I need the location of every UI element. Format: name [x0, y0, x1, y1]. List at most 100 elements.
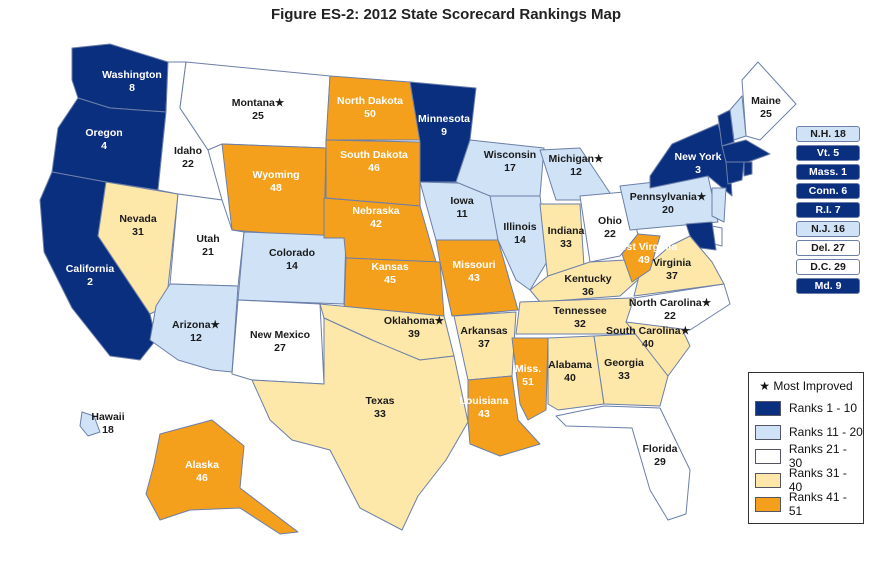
state-rank-tennessee: 32 [574, 318, 586, 330]
state-rank-missouri: 43 [468, 272, 480, 284]
state-rank-nebraska: 42 [370, 218, 382, 230]
state-ri [743, 161, 753, 177]
state-rank-maine: 25 [760, 108, 772, 120]
state-name-hawaii: Hawaii [91, 411, 124, 423]
state-rank-idaho: 22 [182, 158, 194, 170]
state-rank-florida: 29 [654, 456, 666, 468]
state-rank-hawaii: 18 [102, 424, 114, 436]
state-name-indiana: Indiana [548, 225, 585, 237]
state-missouri [435, 239, 519, 317]
state-rank-minnesota: 9 [441, 126, 447, 138]
state-rank-indiana: 33 [560, 238, 572, 250]
state-md [685, 221, 717, 251]
state-name-washington: Washington [102, 69, 162, 81]
state-name-ohio: Ohio [598, 215, 622, 227]
legend-label: Ranks 11 - 20 [789, 425, 863, 439]
state-name-idaho: Idaho [174, 145, 202, 157]
state-rank-miss: 51 [522, 376, 534, 388]
state-rank-michigan: 12 [570, 166, 582, 178]
state-name-pennsylvania: Pennsylvania★ [630, 191, 707, 203]
state-rank-virginia: 37 [666, 270, 678, 282]
state-rank-arizona: 12 [190, 332, 202, 344]
state-name-kentucky: Kentucky [564, 273, 611, 285]
state-name-new-york: New York [675, 151, 722, 163]
legend-label: Ranks 1 - 10 [789, 401, 858, 415]
state-rank-oregon: 4 [101, 140, 107, 152]
state-alabama [547, 335, 605, 411]
state-rank-utah: 21 [202, 246, 214, 258]
state-name-alaska: Alaska [185, 459, 219, 471]
state-name-west-virginia: West Virginia [611, 241, 677, 253]
state-name-new-mexico: New Mexico [250, 329, 310, 341]
state-rank-arkansas: 37 [478, 338, 490, 350]
state-name-oklahoma: Oklahoma★ [384, 315, 445, 327]
state-rank-kansas: 45 [384, 274, 396, 286]
state-nj [711, 187, 727, 223]
state-name-alabama: Alabama [548, 359, 592, 371]
ne-box-nj: N.J. 16 [796, 221, 860, 237]
state-rank-illinois: 14 [514, 234, 526, 246]
state-rank-wisconsin: 17 [504, 162, 516, 174]
state-name-nebraska: Nebraska [352, 205, 399, 217]
state-rank-south-carolina: 40 [642, 338, 654, 350]
state-rank-wyoming: 48 [270, 182, 282, 194]
state-rank-texas: 33 [374, 408, 386, 420]
state-miss [511, 337, 549, 421]
state-name-north-carolina: North Carolina★ [629, 297, 712, 309]
legend-item: Ranks 41 - 51 [755, 490, 863, 518]
state-rank-north-carolina: 22 [664, 310, 676, 322]
legend-swatch [755, 496, 781, 512]
state-name-michigan: Michigan★ [549, 153, 605, 165]
state-rank-colorado: 14 [286, 260, 298, 272]
figure-title: Figure ES-2: 2012 State Scorecard Rankin… [270, 6, 622, 23]
state-name-arkansas: Arkansas [460, 325, 507, 337]
legend-swatch [755, 472, 781, 488]
state-rank-louisiana: 43 [478, 408, 490, 420]
state-name-virginia: Virginia [653, 257, 691, 269]
state-name-north-dakota: North Dakota [337, 95, 403, 107]
state-name-montana: Montana★ [232, 97, 285, 109]
state-hawaii [79, 411, 101, 437]
state-name-colorado: Colorado [269, 247, 315, 259]
state-name-illinois: Illinois [503, 221, 536, 233]
state-rank-nevada: 31 [132, 226, 144, 238]
state-rank-oklahoma: 39 [408, 328, 420, 340]
state-rank-west-virginia: 49 [638, 254, 650, 266]
state-conn [725, 161, 745, 185]
state-rank-alabama: 40 [564, 372, 576, 384]
ne-box-dc: D.C. 29 [796, 259, 860, 275]
ne-box-md: Md. 9 [796, 278, 860, 294]
legend: ★ Most Improved Ranks 1 - 10 Ranks 11 - 2… [748, 372, 864, 524]
state-vt [717, 109, 735, 147]
state-texas [251, 317, 469, 531]
state-name-nevada: Nevada [119, 213, 157, 225]
state-name-tennessee: Tennessee [553, 305, 607, 317]
state-name-south-dakota: South Dakota [340, 149, 408, 161]
state-rank-montana: 25 [252, 110, 264, 122]
legend-heading: ★ Most Improved [759, 379, 853, 393]
ne-box-conn: Conn. 6 [796, 183, 860, 199]
ne-box-del: Del. 27 [796, 240, 860, 256]
legend-item: Ranks 1 - 10 [755, 399, 857, 417]
state-rank-new-mexico: 27 [274, 342, 286, 354]
state-name-texas: Texas [366, 395, 395, 407]
legend-label: Ranks 41 - 51 [788, 490, 847, 518]
legend-item: Ranks 31 - 40 [755, 466, 863, 494]
legend-swatch [755, 424, 781, 440]
ne-box-mass: Mass. 1 [796, 164, 860, 180]
state-florida [555, 405, 691, 521]
state-name-wisconsin: Wisconsin [484, 149, 536, 161]
ne-box-ri: R.I. 7 [796, 202, 860, 218]
legend-swatch [755, 400, 781, 416]
state-name-south-carolina: South Carolina★ [606, 325, 691, 337]
state-rank-ohio: 22 [604, 228, 616, 240]
ne-box-nh: N.H. 18 [796, 126, 860, 142]
legend-label: Ranks 31 - 40 [788, 466, 847, 494]
state-name-maine: Maine [751, 95, 781, 107]
state-name-miss: Miss. [515, 363, 541, 375]
state-rank-washington: 8 [129, 82, 135, 94]
state-rank-georgia: 33 [618, 370, 630, 382]
legend-item: Ranks 21 - 30 [755, 442, 863, 470]
state-rank-new-york: 3 [695, 164, 701, 176]
